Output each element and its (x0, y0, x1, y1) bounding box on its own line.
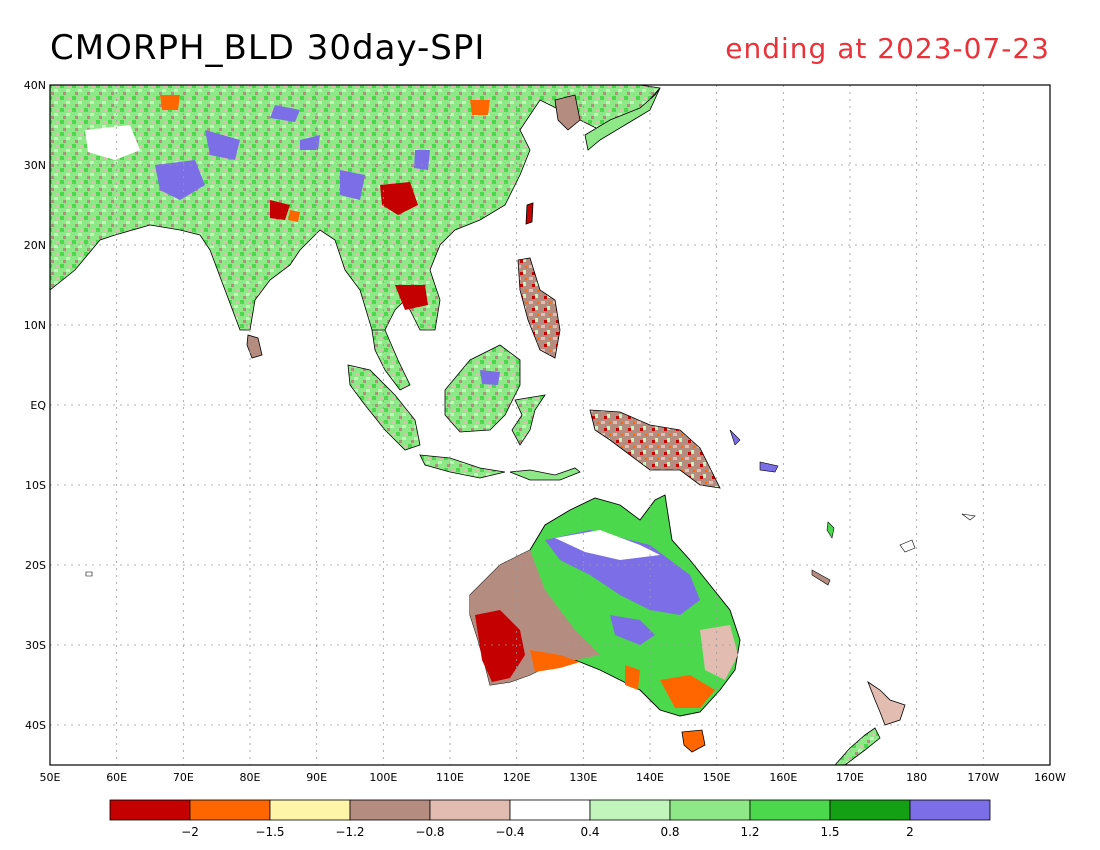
colorbar-swatch (589, 799, 671, 821)
sulawesi (511, 394, 546, 446)
colorbar-swatch (349, 799, 431, 821)
lat-tick-label: 40S (25, 719, 46, 732)
lon-tick-label: 160W (1034, 771, 1066, 784)
colorbar-swatch (429, 799, 511, 821)
latitude-labels: 40N 30N 20N 10N EQ 10S 20S 30S 40S (24, 79, 47, 732)
lon-tick-label: 90E (306, 771, 327, 784)
colorbar-tick-label: 1.5 (820, 825, 839, 839)
colorbar-swatch (669, 799, 751, 821)
borneo-wet-blob (480, 370, 500, 385)
colorbar-swatch (829, 799, 911, 821)
sri-lanka (246, 334, 263, 359)
philippines (517, 257, 561, 359)
fiji (899, 513, 976, 553)
borneo (444, 344, 521, 433)
new-zealand-north (867, 680, 906, 726)
colorbar-swatch (109, 799, 191, 821)
lat-tick-label: 20S (25, 559, 46, 572)
mauritius (85, 571, 93, 577)
lon-tick-label: 140E (636, 771, 664, 784)
australia-central-wet (610, 615, 655, 645)
australia-north-neutral (555, 530, 660, 560)
new-caledonia (811, 569, 831, 586)
date-label: ending at 2023-07-23 (725, 32, 1050, 65)
taiwan (525, 202, 534, 225)
lon-tick-label: 120E (503, 771, 531, 784)
colorbar-tick-label: 0.8 (660, 825, 679, 839)
new-zealand-south (834, 727, 881, 765)
new-guinea (589, 409, 721, 489)
map-body (50, 85, 976, 765)
vanuatu (826, 521, 835, 539)
asia-dry-blob (270, 182, 428, 310)
colorbar-tick-label: −1.2 (335, 825, 364, 839)
colorbar-tick-label: 2 (906, 825, 914, 839)
lat-tick-label: 30S (25, 639, 46, 652)
lat-tick-label: 10N (24, 319, 46, 332)
lat-tick-label: 40N (24, 79, 46, 92)
colorbar-labels: −2 −1.5 −1.2 −0.8 −0.4 0.4 0.8 1.2 1.5 2 (181, 825, 914, 839)
longitude-labels: 50E 60E 70E 80E 90E 100E 110E 120E 130E 140E 150E 1… (40, 771, 1067, 784)
malay-peninsula (371, 329, 411, 391)
solomon-islands (729, 429, 779, 473)
lon-tick-label: 170E (836, 771, 864, 784)
map-title: CMORPH_BLD 30day-SPI (50, 28, 486, 68)
lat-tick-label: EQ (30, 399, 46, 412)
lon-tick-label: 70E (173, 771, 194, 784)
asia-neutral-patch (85, 125, 140, 160)
sumatra (347, 364, 421, 451)
colorbar-swatch (749, 799, 831, 821)
colorbar-tick-label: −2 (181, 825, 199, 839)
colorbar-swatch (269, 799, 351, 821)
lat-tick-label: 20N (24, 239, 46, 252)
colorbar-tick-label: −1.5 (255, 825, 284, 839)
australia-south-orange (530, 650, 715, 708)
lon-tick-label: 170W (967, 771, 999, 784)
lon-tick-label: 110E (436, 771, 464, 784)
korea (554, 94, 581, 131)
asia-wet-blob (155, 105, 430, 200)
lat-tick-label: 30N (24, 159, 46, 172)
colorbar-swatch (509, 799, 591, 821)
colorbar-tick-label: 0.4 (580, 825, 599, 839)
lon-tick-label: 150E (703, 771, 731, 784)
colorbar (109, 799, 991, 821)
lon-tick-label: 60E (106, 771, 127, 784)
tasmania (681, 729, 706, 753)
lat-tick-label: 10S (25, 479, 46, 492)
australia-southeast-dry (700, 625, 738, 680)
lon-tick-label: 130E (569, 771, 597, 784)
lesser-sunda (509, 467, 581, 481)
lon-tick-label: 100E (369, 771, 397, 784)
colorbar-tick-label: 1.2 (740, 825, 759, 839)
colorbar-swatch (189, 799, 271, 821)
lon-tick-label: 50E (40, 771, 61, 784)
map-frame (49, 84, 1051, 766)
lon-tick-label: 80E (240, 771, 261, 784)
australia-southwest-very-dry (475, 610, 525, 682)
japan (584, 87, 661, 151)
java (419, 454, 506, 479)
colorbar-tick-label: −0.8 (415, 825, 444, 839)
colorbar-swatch (909, 799, 991, 821)
lon-tick-label: 160E (769, 771, 797, 784)
lon-tick-label: 180 (906, 771, 927, 784)
colorbar-tick-label: −0.4 (495, 825, 524, 839)
